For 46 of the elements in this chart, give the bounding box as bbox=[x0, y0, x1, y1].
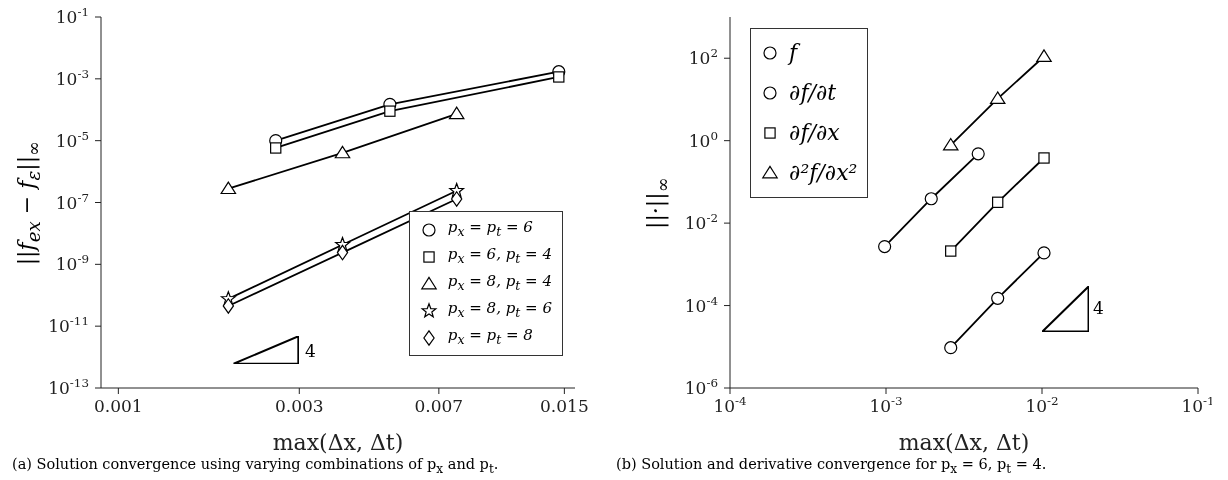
y-tick-label: 10$^{-11}$ bbox=[48, 314, 89, 337]
point bbox=[992, 196, 1004, 208]
point bbox=[989, 91, 1006, 104]
point bbox=[1038, 152, 1050, 164]
point bbox=[944, 341, 958, 355]
legend-label: ∂²f/∂x² bbox=[789, 159, 858, 187]
y-tick-label: 10$^{-13}$ bbox=[48, 376, 89, 398]
x-tick-label: 0.007 bbox=[414, 396, 464, 416]
point bbox=[991, 291, 1005, 305]
point bbox=[336, 244, 349, 261]
y-tick-label: 10$^{-9}$ bbox=[55, 252, 89, 275]
legend-label: p$_{x}$ = p$_{t}$ = 6 bbox=[447, 217, 533, 241]
y-tick-label: 10$^{-5}$ bbox=[55, 128, 89, 151]
x-tick-label: 0.015 bbox=[540, 396, 589, 416]
x-tick-label: 0.001 bbox=[94, 396, 143, 416]
point bbox=[220, 181, 237, 195]
point bbox=[945, 245, 957, 257]
y-tick-label: 10$^{-2}$ bbox=[684, 211, 718, 234]
legend-label: p$_{x}$ = 8, p$_{t}$ = 6 bbox=[447, 298, 552, 322]
y-tick-label: 10$^{-7}$ bbox=[55, 190, 89, 213]
text: (b) Solution and derivative convergence for p$_{x}$ = 6, p$_{t}$ = 4. bbox=[616, 456, 1047, 476]
point bbox=[448, 106, 465, 120]
y-tick-label: 10$^{-4}$ bbox=[684, 293, 718, 316]
x-tick-label: 0.003 bbox=[274, 396, 324, 416]
point bbox=[334, 145, 351, 159]
legend-label: p$_{x}$ = p$_{t}$ = 8 bbox=[447, 325, 533, 349]
x-axis-title: max(Δx, Δt) bbox=[272, 430, 404, 455]
point bbox=[1037, 246, 1051, 260]
legend-label: p$_{x}$ = 8, p$_{t}$ = 4 bbox=[447, 271, 552, 295]
point bbox=[942, 137, 959, 151]
x-axis-title: max(Δx, Δt) bbox=[898, 430, 1030, 455]
legend-label: ∂f/∂t bbox=[789, 79, 837, 107]
y-tick-label: 10$^{2}$ bbox=[688, 46, 718, 69]
point bbox=[1036, 49, 1052, 62]
y-tick-label: 10$^{-3}$ bbox=[55, 66, 89, 89]
legend-label: ∂f/∂x bbox=[789, 119, 840, 147]
point bbox=[450, 191, 463, 207]
text: (a) Solution convergence using varying combinations of p$_{x}$ and p$_{t}$. bbox=[12, 456, 499, 476]
y-tick-label: 10$^{-1}$ bbox=[55, 5, 89, 27]
annotation: 4 bbox=[1093, 298, 1104, 318]
point bbox=[222, 298, 235, 314]
x-tick-label: 10$^{-2}$ bbox=[1025, 394, 1059, 416]
x-tick-label: 10$^{-3}$ bbox=[869, 394, 903, 416]
annotation: 4 bbox=[305, 341, 316, 361]
y-tick-label: 10$^{0}$ bbox=[688, 128, 718, 151]
legend-label: p$_{x}$ = 6, p$_{t}$ = 4 bbox=[447, 244, 552, 268]
